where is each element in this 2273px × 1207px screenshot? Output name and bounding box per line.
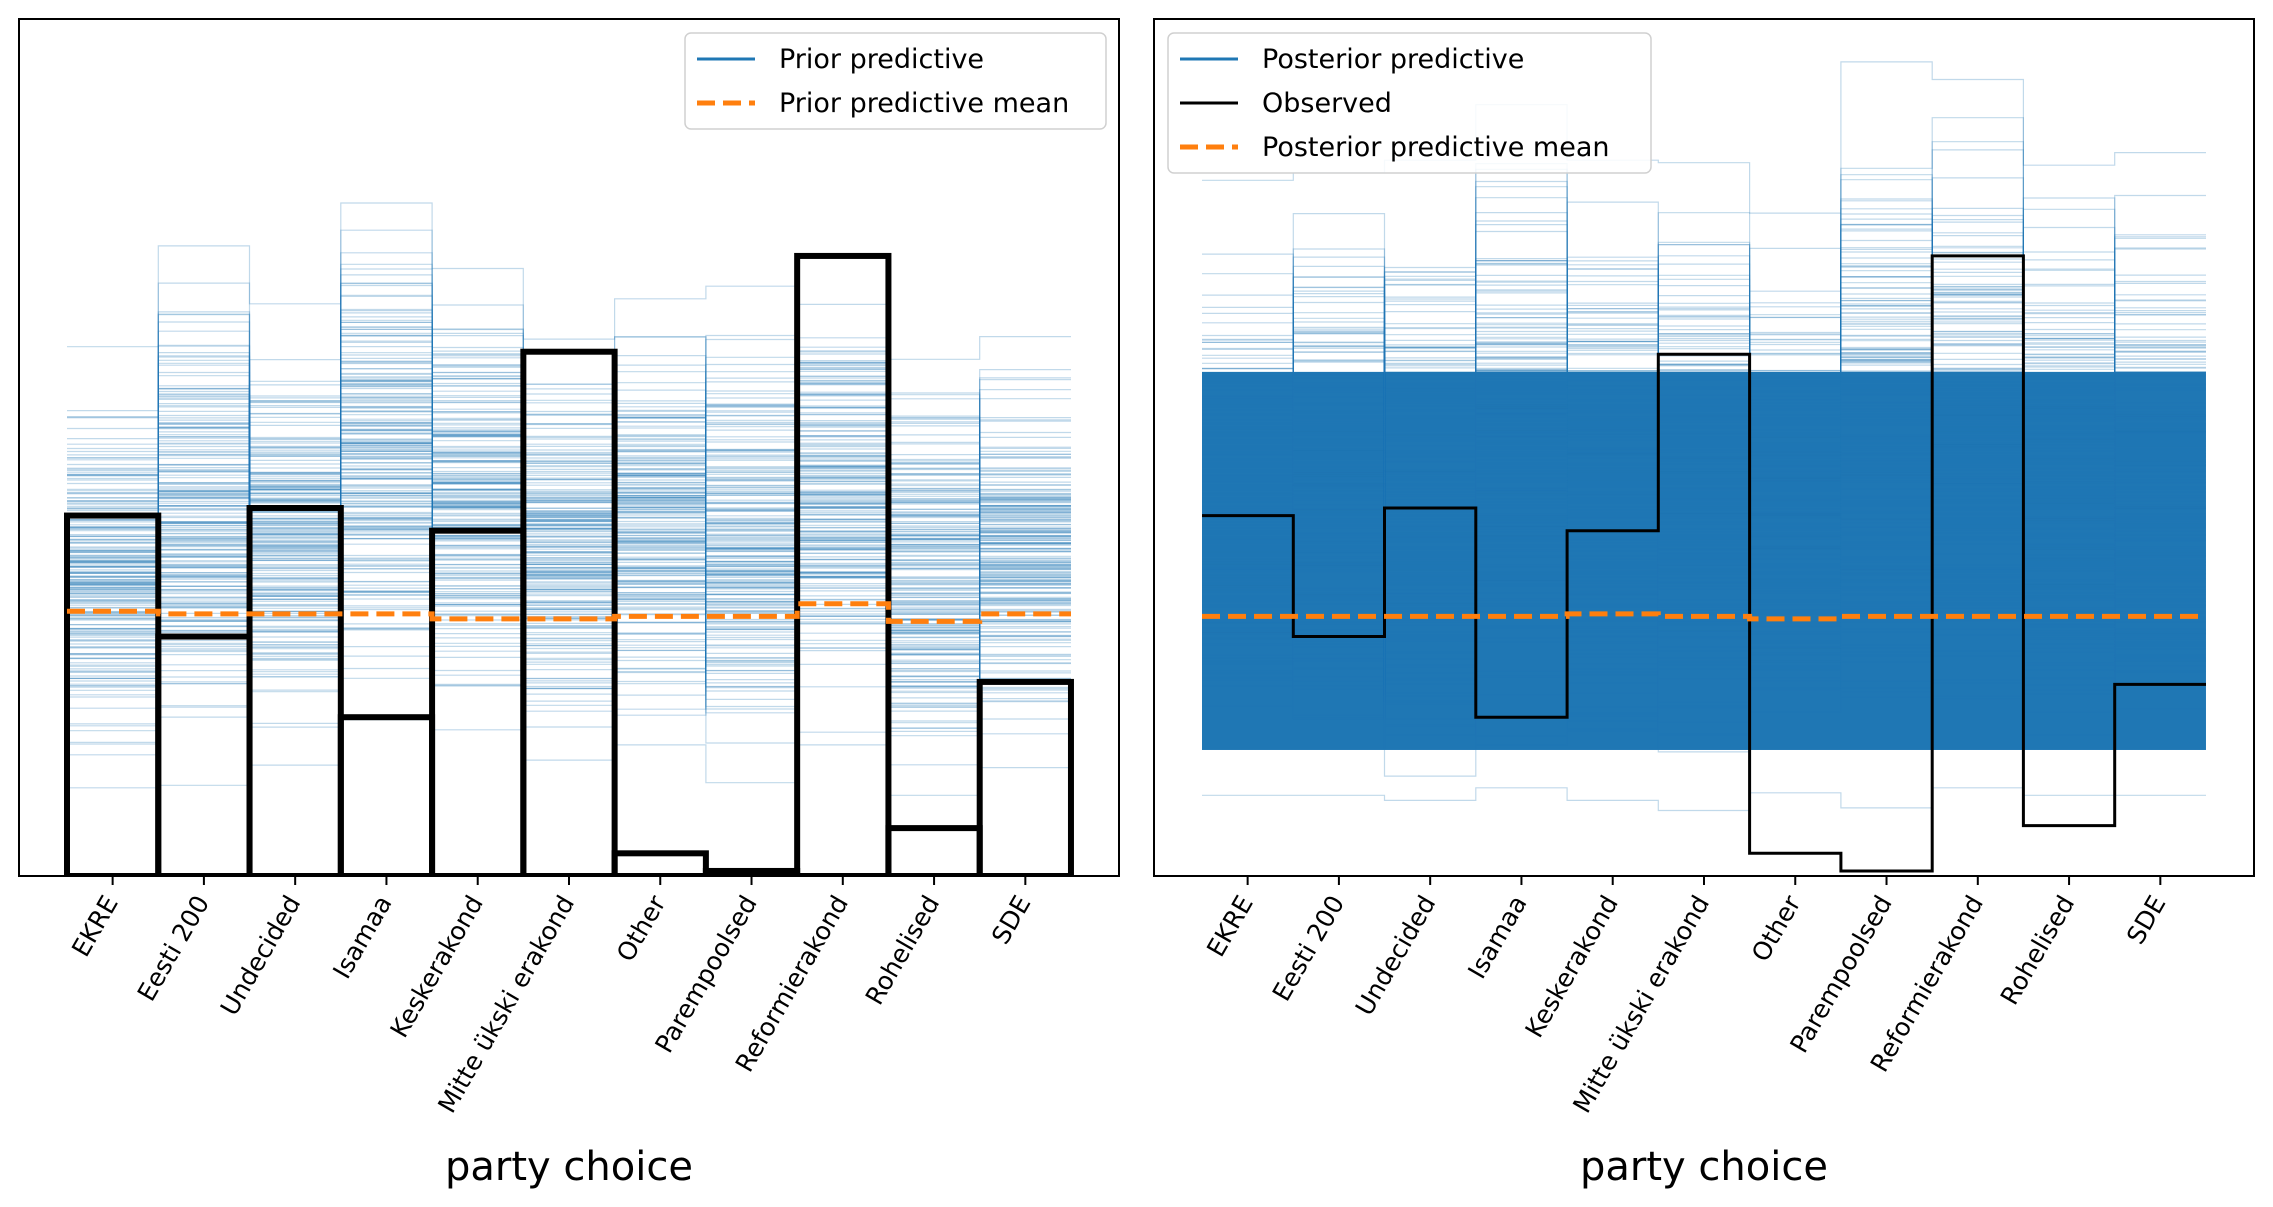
observed-bars [64, 252, 1074, 876]
legend-label: Posterior predictive mean [1262, 132, 1609, 163]
plot-area [64, 202, 1074, 876]
observed-bar [520, 348, 618, 876]
predictive-sample-line [1202, 787, 2206, 812]
predictive-mean-line [1202, 611, 2206, 622]
observed-bar [246, 504, 344, 876]
legend-label: Posterior predictive [1262, 44, 1524, 75]
legend-label: Prior predictive mean [779, 88, 1069, 119]
predictive-dense-band [1202, 371, 2206, 750]
observed-line [1202, 254, 2206, 873]
posterior-predictive-panel: EKRE Eesti 200 Undecided IsamaaKeskerakondM… [1153, 18, 2255, 1190]
legend: Prior predictive Prior predictive mean [684, 32, 1107, 130]
legend-box [684, 32, 1107, 130]
legend: Posterior predictive Observed Posterior pr… [1167, 32, 1652, 174]
legend-box [1167, 32, 1652, 174]
x-axis-label: party choice [1580, 1144, 1828, 1190]
legend-label: Prior predictive [779, 44, 984, 75]
plot-area [1202, 61, 2206, 873]
x-axis-label: party choice [445, 1144, 693, 1190]
legend-label: Observed [1262, 88, 1392, 119]
observed-bar [976, 678, 1074, 876]
predictive-mean-line [67, 601, 1071, 624]
